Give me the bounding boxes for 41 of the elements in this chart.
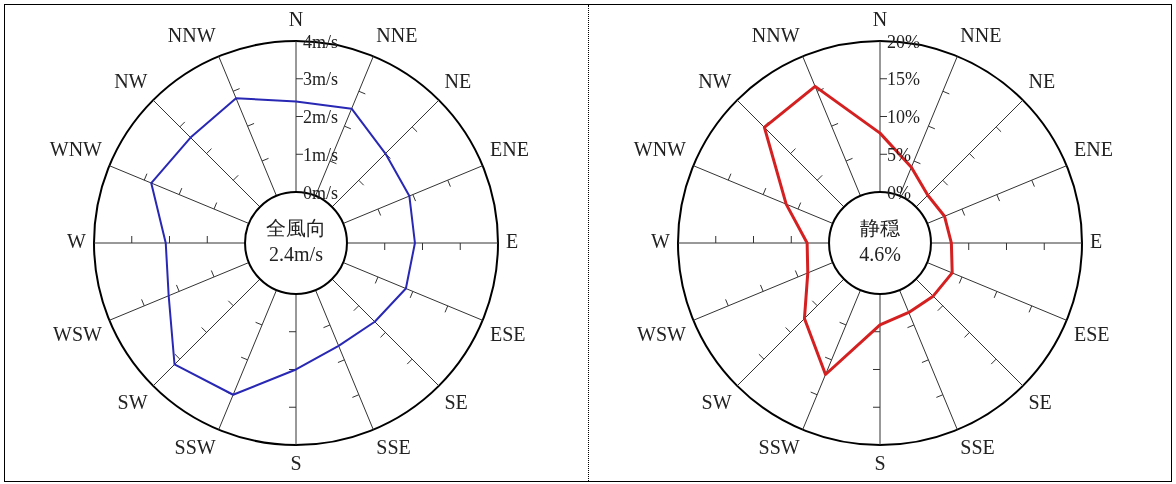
spoke-label: ENE	[1073, 137, 1113, 160]
spoke-label: SSW	[174, 436, 216, 459]
y-tick-label: 2m/s	[303, 107, 339, 128]
spoke-label: W	[650, 230, 670, 253]
spoke-label: S	[873, 452, 886, 475]
text: 全風向	[266, 217, 326, 240]
spoke-label: N	[288, 8, 304, 31]
spoke-label: SSW	[758, 436, 800, 459]
spoke-label: NE	[444, 69, 472, 92]
spoke-label: NNW	[751, 24, 800, 47]
spoke-label: SSE	[376, 436, 411, 459]
spoke-label: S	[290, 452, 302, 475]
text: 2.4m/s	[269, 243, 324, 266]
spoke-label: NW	[697, 69, 732, 92]
y-tick-label: 15%	[886, 69, 920, 90]
spoke-label: ENE	[490, 137, 529, 160]
spoke-label: NNE	[959, 24, 1001, 47]
y-tick-label: 10%	[886, 107, 920, 128]
spoke-label: SW	[701, 390, 732, 413]
y-tick-label: 1m/s	[303, 145, 339, 166]
spoke-label: W	[67, 230, 87, 253]
spoke-label: SE	[1027, 390, 1052, 413]
spoke-label: E	[1089, 230, 1102, 253]
y-tick-label: 3m/s	[303, 69, 339, 90]
text: 静穏	[859, 217, 900, 240]
spoke-label: NNW	[167, 24, 216, 47]
spoke-label: ESE	[490, 322, 526, 345]
spoke-label: NNE	[376, 24, 418, 47]
spoke-label: NE	[1027, 69, 1055, 92]
spoke-label: NW	[114, 69, 148, 92]
text: 4.6%	[858, 243, 901, 266]
spoke-label: SE	[444, 390, 468, 413]
spoke-label: ESE	[1073, 322, 1110, 345]
spoke-label: WSW	[636, 322, 686, 345]
spoke-label: E	[506, 230, 519, 253]
spoke-label: WNW	[633, 137, 686, 160]
spoke-label: SW	[117, 390, 148, 413]
spoke-label: SSE	[959, 436, 995, 459]
spoke-label: N	[872, 8, 887, 31]
spoke-label: WNW	[49, 137, 103, 160]
spoke-label: WSW	[53, 322, 103, 345]
